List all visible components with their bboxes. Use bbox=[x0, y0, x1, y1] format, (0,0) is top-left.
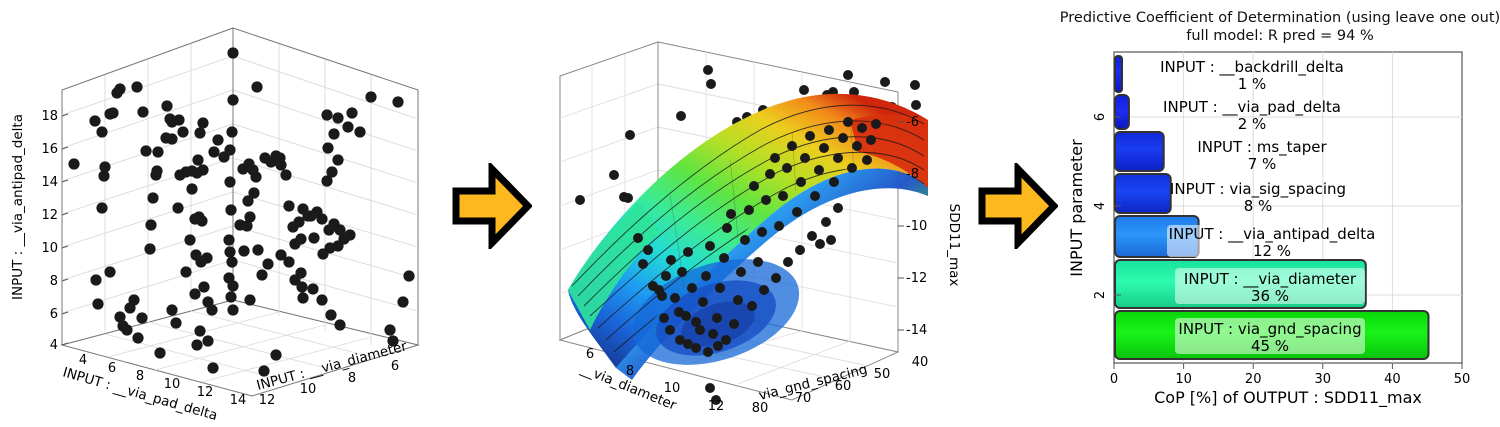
bar-labels-group: INPUT : __backdrill_delta 1 % INPUT : __… bbox=[1160, 58, 1375, 355]
svg-text:-6: -6 bbox=[906, 115, 919, 130]
bar-label-value: 8 % bbox=[1244, 197, 1273, 215]
scatter-points bbox=[68, 47, 415, 377]
panel-cop-bar-chart: Predictive Coefficient of Determination … bbox=[1060, 0, 1500, 423]
svg-text:10: 10 bbox=[664, 381, 681, 396]
svg-text:6: 6 bbox=[50, 307, 58, 322]
svg-text:8: 8 bbox=[626, 364, 634, 379]
bar-label-via-diameter: INPUT : __via_diameter 36 % bbox=[1184, 270, 1357, 305]
right-arrow-icon bbox=[978, 160, 1059, 252]
y-tick-6: 6 bbox=[1093, 113, 1108, 121]
svg-text:14: 14 bbox=[230, 393, 247, 408]
arrow-1 bbox=[452, 160, 533, 253]
surface-z-axis-label: SDD11_max bbox=[946, 204, 962, 287]
x-tick-10: 10 bbox=[1175, 372, 1192, 387]
surface-3d-svg: -6 -8 -10 -12 -14 SDD11_max 6 8 10 12 bbox=[558, 41, 962, 416]
panel-scatter-3d: 18 16 14 12 10 8 6 4 INPUT : __via_an bbox=[0, 0, 450, 424]
bar-backdrill-delta[interactable] bbox=[1114, 55, 1123, 93]
svg-text:70: 70 bbox=[795, 391, 812, 406]
cop-x-ticks: 0 10 20 30 40 50 bbox=[1110, 372, 1470, 387]
svg-text:6: 6 bbox=[391, 359, 399, 374]
bar-label-value: 1 % bbox=[1238, 75, 1267, 93]
svg-text:8: 8 bbox=[348, 371, 356, 386]
y-tick-2: 2 bbox=[1093, 291, 1108, 299]
surface-points-front bbox=[633, 117, 881, 405]
svg-text:6: 6 bbox=[108, 361, 116, 376]
bar-ms-taper[interactable] bbox=[1114, 131, 1165, 172]
svg-text:12: 12 bbox=[41, 208, 58, 223]
svg-text:10: 10 bbox=[41, 241, 58, 256]
scatter-3d-svg: 18 16 14 12 10 8 6 4 INPUT : __via_an bbox=[10, 27, 420, 424]
surface-y-ticks: 80 70 60 50 40 bbox=[752, 355, 929, 416]
svg-text:12: 12 bbox=[708, 399, 725, 414]
panel-surface-3d: -6 -8 -10 -12 -14 SDD11_max 6 8 10 12 bbox=[520, 0, 980, 423]
bar-label-value: 2 % bbox=[1238, 115, 1267, 133]
x-tick-20: 20 bbox=[1245, 372, 1262, 387]
bar-label-name: INPUT : via_gnd_spacing bbox=[1178, 320, 1361, 339]
bar-label-via-antipad-delta: INPUT : __via_antipad_delta 12 % bbox=[1169, 225, 1376, 260]
scatter-x-ticks: 4 6 8 10 12 14 bbox=[79, 353, 246, 408]
svg-text:4: 4 bbox=[79, 353, 87, 368]
bar-label-name: INPUT : __via_pad_delta bbox=[1163, 98, 1341, 117]
bar-label-name: INPUT : __via_diameter bbox=[1184, 270, 1357, 289]
arrow-2 bbox=[978, 160, 1059, 253]
bar-label-backdrill-delta: INPUT : __backdrill_delta 1 % bbox=[1160, 58, 1344, 93]
scatter-z-ticks: 18 16 14 12 10 8 6 4 bbox=[41, 109, 58, 353]
svg-text:10: 10 bbox=[164, 377, 181, 392]
cop-y-ticks: 2 4 6 bbox=[1093, 113, 1108, 299]
bar-label-name: INPUT : __backdrill_delta bbox=[1160, 58, 1344, 77]
svg-text:80: 80 bbox=[752, 401, 769, 416]
bar-via-sig-spacing[interactable] bbox=[1114, 173, 1172, 214]
chart-title-line1: Predictive Coefficient of Determination … bbox=[1060, 10, 1500, 26]
svg-text:50: 50 bbox=[874, 367, 891, 382]
svg-text:18: 18 bbox=[41, 109, 58, 124]
svg-text:12: 12 bbox=[259, 393, 276, 408]
label-card-diameter bbox=[1175, 268, 1365, 304]
svg-text:-10: -10 bbox=[906, 219, 927, 234]
label-card-antipad bbox=[1167, 225, 1207, 257]
cop-bar-svg: Predictive Coefficient of Determination … bbox=[1060, 10, 1500, 408]
bar-label-ms-taper: INPUT : ms_taper 7 % bbox=[1197, 138, 1327, 173]
svg-text:60: 60 bbox=[835, 379, 852, 394]
x-tick-50: 50 bbox=[1454, 372, 1471, 387]
bar-via-pad-delta[interactable] bbox=[1114, 94, 1130, 130]
svg-text:14: 14 bbox=[41, 175, 58, 190]
bar-label-value: 36 % bbox=[1251, 287, 1289, 305]
bar-label-name: INPUT : __via_antipad_delta bbox=[1169, 225, 1376, 244]
svg-text:-12: -12 bbox=[906, 271, 927, 286]
svg-text:8: 8 bbox=[50, 274, 58, 289]
svg-text:6: 6 bbox=[586, 347, 594, 362]
bar-label-via-pad-delta: INPUT : __via_pad_delta 2 % bbox=[1163, 98, 1341, 133]
y-tick-4: 4 bbox=[1093, 202, 1108, 210]
scatter-z-axis-label: INPUT : __via_antipad_delta bbox=[10, 114, 26, 300]
svg-text:8: 8 bbox=[136, 369, 144, 384]
bar-label-value: 45 % bbox=[1251, 337, 1289, 355]
scatter-3d-axes-box bbox=[60, 27, 420, 397]
bar-label-name: INPUT : via_sig_spacing bbox=[1170, 180, 1346, 199]
svg-text:-14: -14 bbox=[906, 323, 927, 338]
svg-text:4: 4 bbox=[50, 338, 58, 353]
scatter-y-ticks: 12 10 8 6 bbox=[259, 359, 399, 408]
x-tick-0: 0 bbox=[1110, 372, 1118, 387]
label-card-gnd-spacing bbox=[1175, 318, 1365, 354]
surface-x-ticks: 6 8 10 12 bbox=[586, 347, 724, 414]
svg-text:-8: -8 bbox=[906, 167, 919, 182]
cop-y-axis-label: INPUT parameter bbox=[1067, 139, 1086, 277]
cop-x-axis-label: CoP [%] of OUTPUT : SDD11_max bbox=[1154, 388, 1422, 408]
x-tick-40: 40 bbox=[1384, 372, 1401, 387]
svg-text:10: 10 bbox=[300, 382, 317, 397]
svg-text:40: 40 bbox=[912, 355, 929, 370]
bar-label-value: 12 % bbox=[1253, 242, 1291, 260]
bar-label-name: INPUT : ms_taper bbox=[1197, 138, 1327, 157]
right-arrow-icon bbox=[452, 160, 533, 252]
bar-label-via-gnd-spacing: INPUT : via_gnd_spacing 45 % bbox=[1178, 320, 1361, 355]
surface-z-ticks: -6 -8 -10 -12 -14 bbox=[906, 115, 927, 338]
svg-text:16: 16 bbox=[41, 142, 58, 157]
bar-label-value: 7 % bbox=[1248, 155, 1277, 173]
svg-text:12: 12 bbox=[197, 385, 214, 400]
chart-title-line2: full model: R pred = 94 % bbox=[1186, 28, 1373, 44]
x-tick-30: 30 bbox=[1315, 372, 1332, 387]
bar-label-via-sig-spacing: INPUT : via_sig_spacing 8 % bbox=[1170, 180, 1346, 215]
